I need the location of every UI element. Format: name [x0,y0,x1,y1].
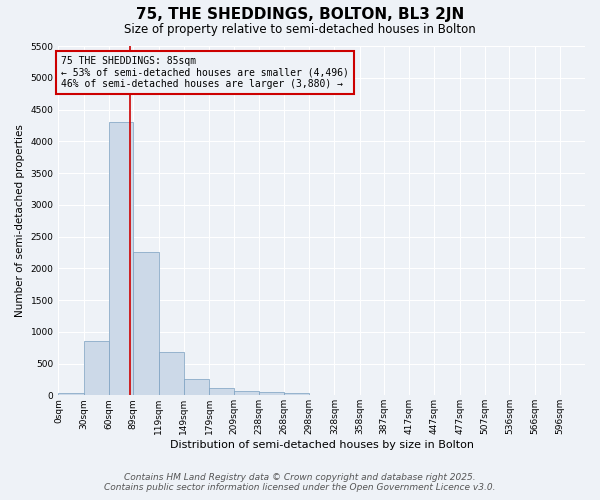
Bar [133,252,158,396]
Bar [83,342,109,396]
Y-axis label: Number of semi-detached properties: Number of semi-detached properties [15,124,25,317]
Bar [58,394,83,396]
Bar [184,379,209,396]
Text: 75, THE SHEDDINGS, BOLTON, BL3 2JN: 75, THE SHEDDINGS, BOLTON, BL3 2JN [136,8,464,22]
Bar [158,352,184,396]
Text: Size of property relative to semi-detached houses in Bolton: Size of property relative to semi-detach… [124,22,476,36]
Bar [259,392,284,396]
Bar [109,122,133,396]
Bar [234,391,259,396]
X-axis label: Distribution of semi-detached houses by size in Bolton: Distribution of semi-detached houses by … [170,440,474,450]
Text: 75 THE SHEDDINGS: 85sqm
← 53% of semi-detached houses are smaller (4,496)
46% of: 75 THE SHEDDINGS: 85sqm ← 53% of semi-de… [61,56,349,88]
Text: Contains HM Land Registry data © Crown copyright and database right 2025.
Contai: Contains HM Land Registry data © Crown c… [104,473,496,492]
Bar [284,394,309,396]
Bar [209,388,234,396]
